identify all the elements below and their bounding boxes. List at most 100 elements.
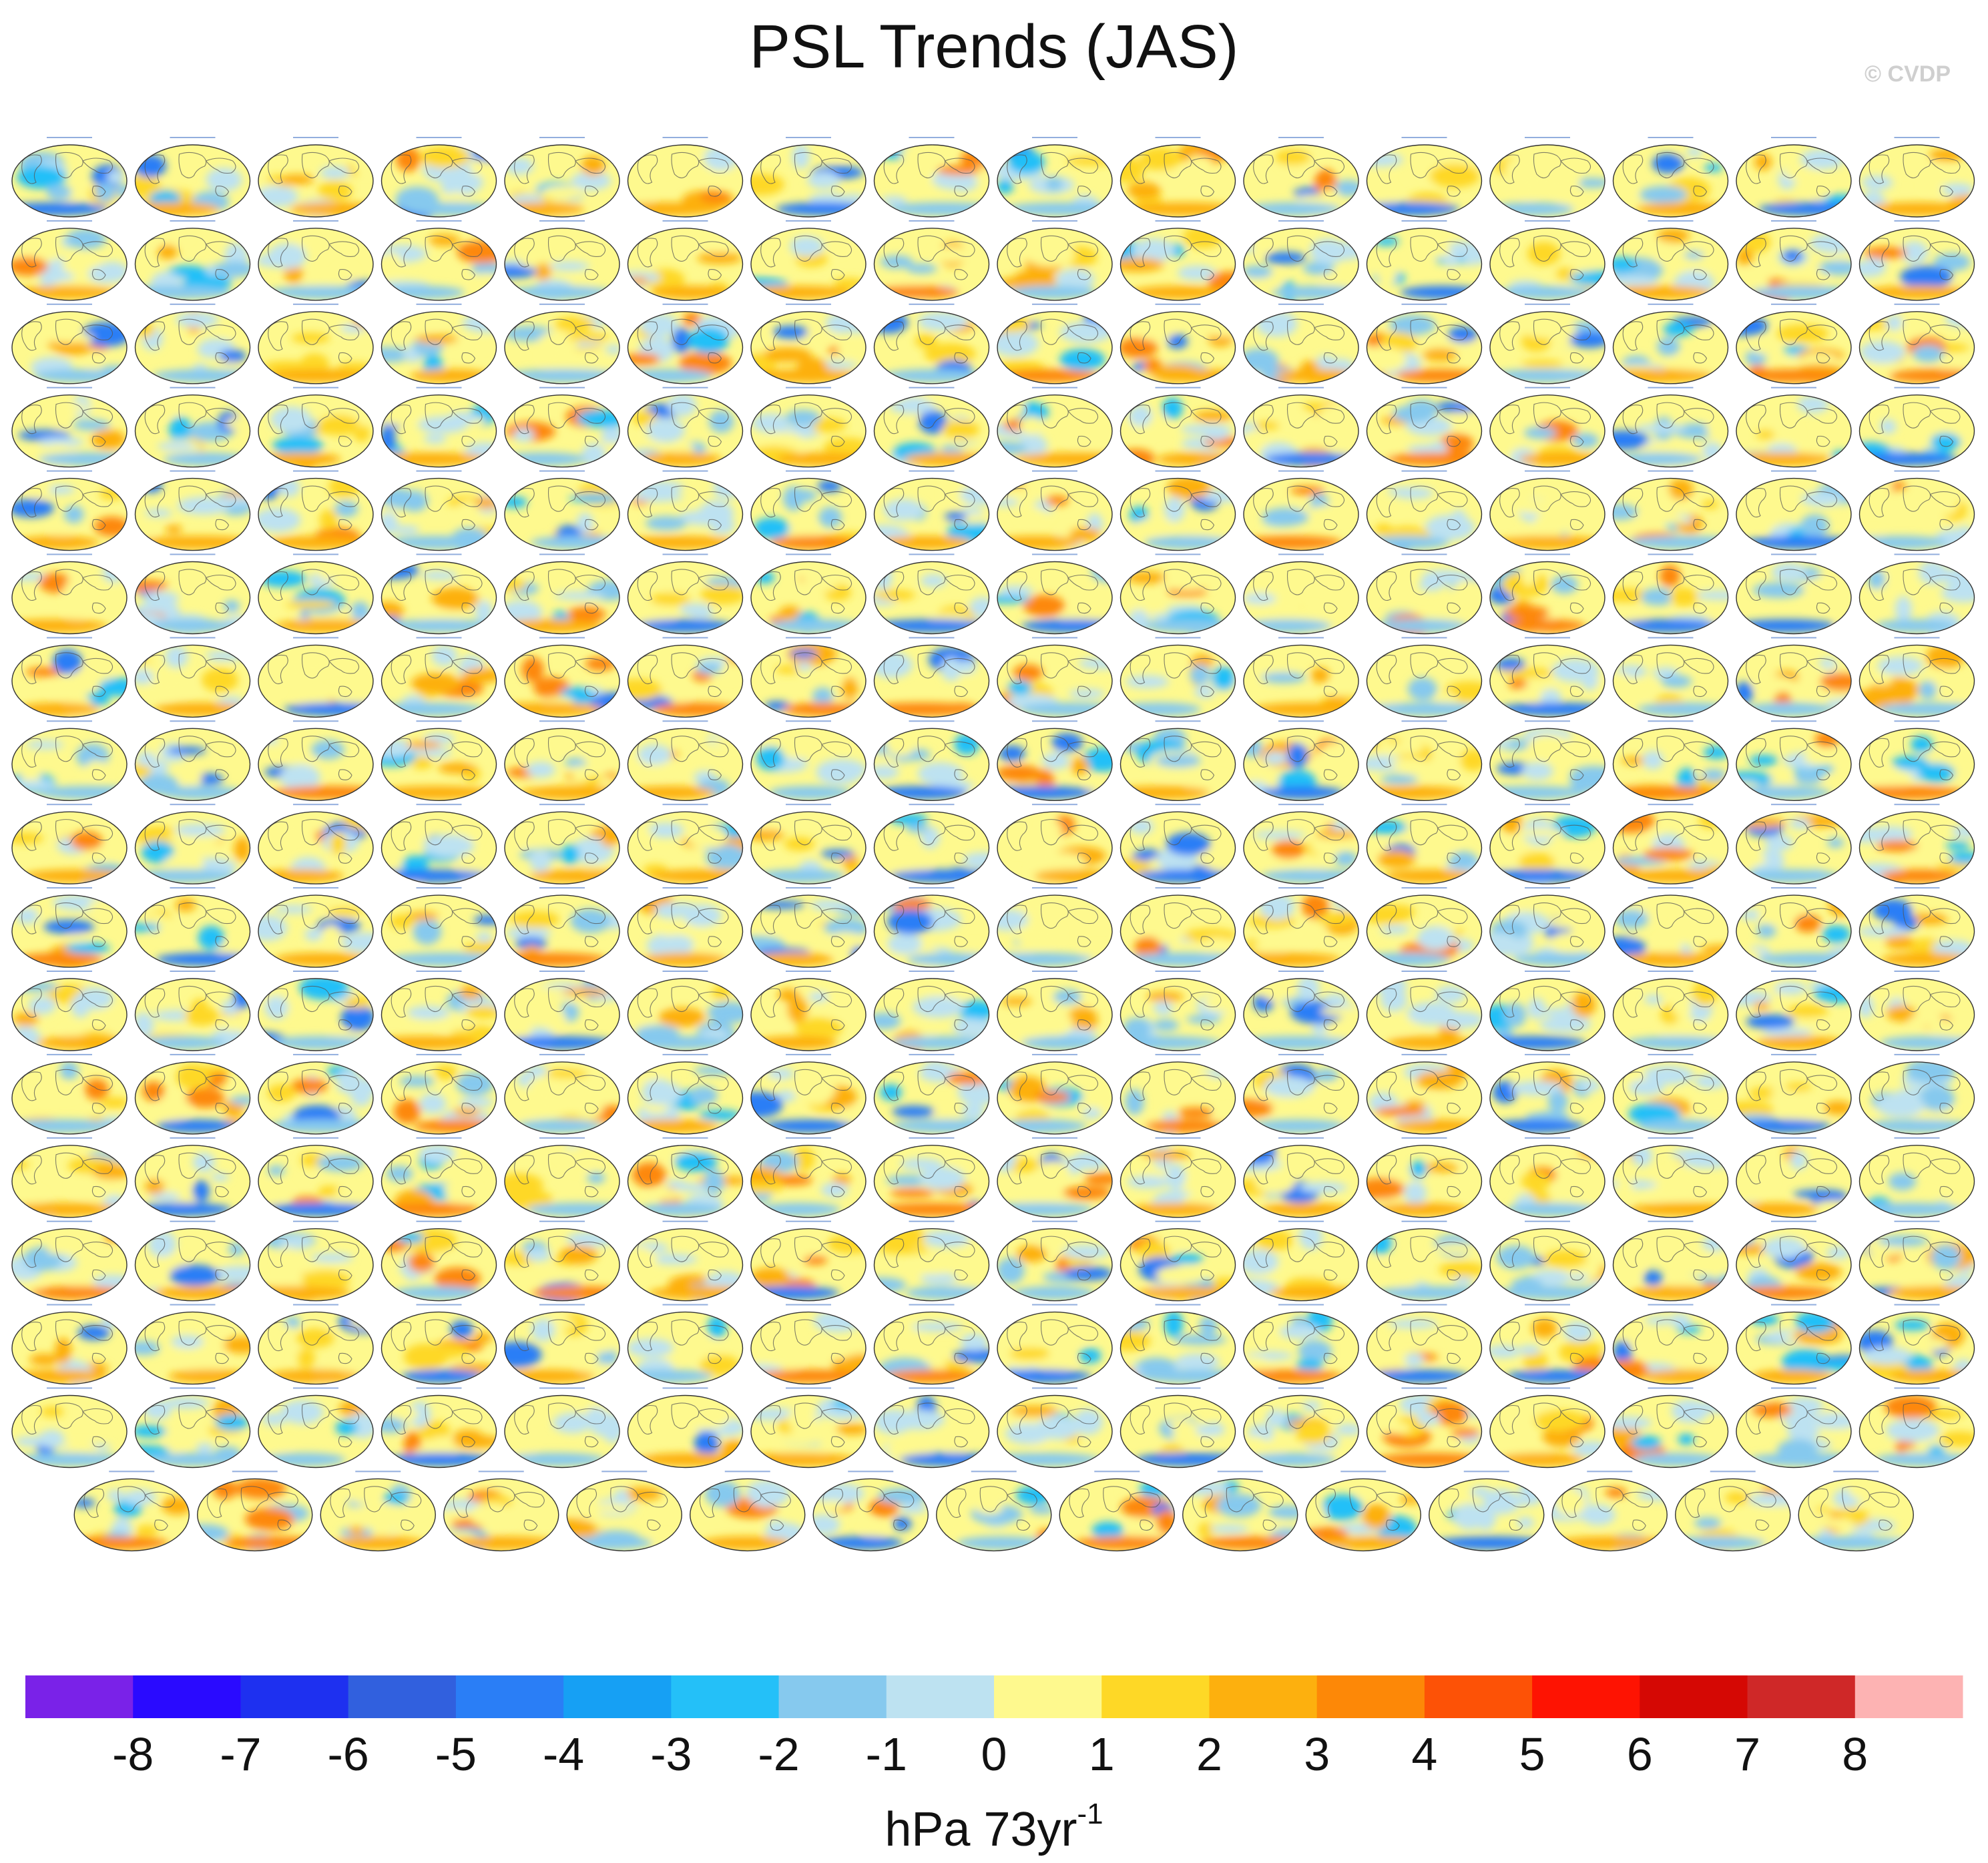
trend-blob: [1823, 1518, 1855, 1529]
coastline: [1007, 569, 1099, 614]
trend-blob: [683, 1404, 730, 1430]
trend-blob: [301, 1270, 350, 1291]
map-border: [1120, 144, 1236, 218]
trend-blob: [415, 334, 459, 344]
trend-blob: [1933, 252, 1971, 272]
trend-blob: [1167, 1070, 1213, 1088]
trend-map-panel: [1858, 553, 1975, 635]
trend-blob: [628, 1061, 665, 1082]
panel-header-mark: [416, 470, 462, 472]
coastline: [1007, 152, 1099, 197]
trend-blob: [340, 1005, 373, 1031]
panel-header-mark: [170, 1387, 216, 1389]
map-border: [997, 394, 1113, 468]
southern-band: [636, 1452, 743, 1467]
map-border: [1858, 144, 1975, 218]
trend-map-panel: [1798, 1471, 1914, 1552]
map-border: [1551, 1478, 1668, 1552]
trend-blob: [473, 1332, 493, 1344]
map-border: [997, 644, 1113, 718]
southern-band: [1143, 619, 1234, 633]
colorbar-box: [886, 1675, 995, 1718]
map-border: [504, 311, 620, 384]
trend-map-panel: [750, 386, 866, 468]
trend-blob: [1642, 1065, 1694, 1085]
trend-blob: [874, 1277, 907, 1293]
southern-band: [628, 368, 713, 382]
trend-blob: [1120, 337, 1158, 358]
southern-band: [1005, 202, 1112, 216]
trend-blob: [352, 156, 373, 175]
trend-map-panel: [504, 303, 620, 384]
trend-blob: [1800, 491, 1844, 507]
trend-blob: [836, 340, 866, 359]
trend-blob: [1640, 588, 1675, 606]
trend-blob: [244, 1507, 295, 1531]
panel-header-mark: [909, 386, 955, 388]
trend-blob: [399, 1075, 435, 1087]
trend-blob: [1547, 1091, 1569, 1113]
southern-band: [1131, 286, 1228, 300]
trend-blob: [92, 1274, 127, 1288]
coastline: [760, 569, 852, 614]
coastline: [391, 819, 483, 864]
southern-band: [381, 702, 484, 716]
trend-blob: [72, 419, 110, 431]
trend-blob: [29, 1087, 79, 1099]
trend-map-panel: [873, 220, 990, 301]
coastline: [883, 235, 975, 280]
trend-map-panel: [1736, 1220, 1852, 1302]
map-border: [1612, 811, 1729, 884]
southern-band: [1269, 1286, 1358, 1300]
panel-header-mark: [47, 386, 92, 388]
trend-blob: [1861, 175, 1893, 190]
southern-band: [1640, 1369, 1728, 1383]
panel-header-mark: [1771, 1053, 1816, 1055]
southern-band: [16, 535, 99, 549]
trend-blob: [1295, 1422, 1332, 1444]
map-border: [381, 1228, 497, 1302]
trend-blob: [71, 995, 90, 1018]
southern-band: [1888, 1286, 1975, 1300]
trend-blob: [443, 1509, 472, 1520]
trend-blob: [316, 1154, 364, 1171]
coastline: [883, 485, 975, 531]
coastline: [21, 402, 113, 447]
coastline: [1499, 1236, 1591, 1281]
trend-map-panel: [381, 1220, 497, 1302]
trend-blob: [1613, 276, 1658, 286]
trend-blob: [547, 1097, 581, 1111]
trend-blob: [1613, 503, 1638, 521]
southern-band: [1144, 535, 1233, 549]
trend-blob: [1244, 1099, 1274, 1117]
panel-header-mark: [1278, 1053, 1324, 1055]
map-border: [627, 1394, 744, 1469]
trend-blob: [754, 900, 805, 909]
trend-map-panel: [873, 1304, 990, 1385]
trend-blob: [760, 1151, 799, 1173]
map-border: [1675, 1478, 1791, 1552]
trend-blob: [258, 1441, 294, 1452]
trend-blob: [85, 760, 108, 778]
trend-blob: [549, 261, 589, 271]
colorbar-unit-exponent: -1: [1077, 1798, 1103, 1830]
trend-blob: [1381, 925, 1410, 935]
trend-map-panel: [381, 971, 497, 1051]
trend-blob: [270, 407, 312, 433]
trend-blob: [1859, 827, 1892, 843]
panel-header-mark: [786, 386, 831, 388]
coastline: [268, 985, 360, 1031]
panel-header-mark: [47, 220, 92, 222]
trend-blob: [350, 601, 370, 619]
colorbar-tick-label: -8: [112, 1728, 154, 1780]
trend-blob: [1266, 858, 1301, 868]
southern-band: [1498, 286, 1592, 300]
coastline: [883, 652, 975, 698]
coastline: [1376, 652, 1468, 698]
trend-map-panel: [1366, 553, 1483, 635]
map-border: [134, 644, 251, 718]
trend-blob: [1404, 1353, 1424, 1367]
trend-map-panel: [134, 637, 251, 718]
map-border: [1429, 1478, 1545, 1552]
trend-blob: [476, 932, 493, 943]
